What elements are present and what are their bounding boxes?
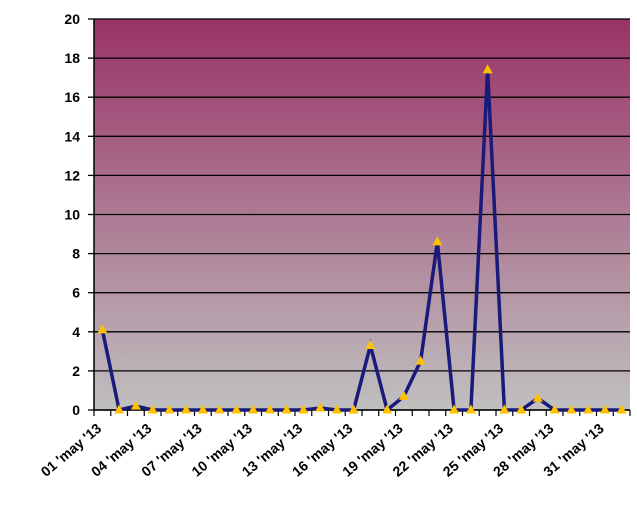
data-point-marker [264, 404, 275, 414]
data-point-marker [549, 404, 560, 414]
data-point-marker [298, 404, 309, 414]
data-point-marker [147, 404, 158, 414]
data-point-marker [432, 236, 443, 246]
data-point-marker [214, 404, 225, 414]
data-point-marker [499, 404, 510, 414]
y-tick-label: 16 [64, 89, 80, 105]
data-point-marker [365, 339, 376, 349]
y-tick-label: 4 [72, 324, 80, 340]
y-tick-label: 18 [64, 50, 80, 66]
data-point-marker [616, 404, 627, 414]
y-tick-label: 0 [72, 402, 80, 418]
data-point-marker [599, 404, 610, 414]
data-point-marker [130, 400, 141, 410]
data-point-marker [331, 404, 342, 414]
data-point-marker [465, 404, 476, 414]
data-point-marker [248, 404, 259, 414]
data-point-marker [231, 404, 242, 414]
data-point-marker [516, 404, 527, 414]
y-tick-label: 20 [64, 11, 80, 27]
data-point-marker [382, 404, 393, 414]
data-point-marker [97, 324, 108, 334]
data-point-marker [532, 392, 543, 402]
data-point-marker [197, 404, 208, 414]
data-point-marker [482, 64, 493, 74]
y-tick-label: 6 [72, 285, 80, 301]
data-point-marker [398, 390, 409, 400]
data-point-marker [281, 404, 292, 414]
y-tick-label: 12 [64, 167, 80, 183]
y-tick-label: 14 [64, 128, 80, 144]
y-tick-label: 10 [64, 207, 80, 223]
data-point-marker [583, 404, 594, 414]
data-point-marker [449, 404, 460, 414]
y-tick-label: 8 [72, 246, 80, 262]
data-point-marker [114, 404, 125, 414]
data-point-marker [164, 404, 175, 414]
data-point-marker [566, 404, 577, 414]
data-point-marker [415, 355, 426, 365]
data-point-marker [315, 402, 326, 412]
y-tick-label: 2 [72, 363, 80, 379]
data-point-marker [348, 404, 359, 414]
data-point-marker [181, 404, 192, 414]
